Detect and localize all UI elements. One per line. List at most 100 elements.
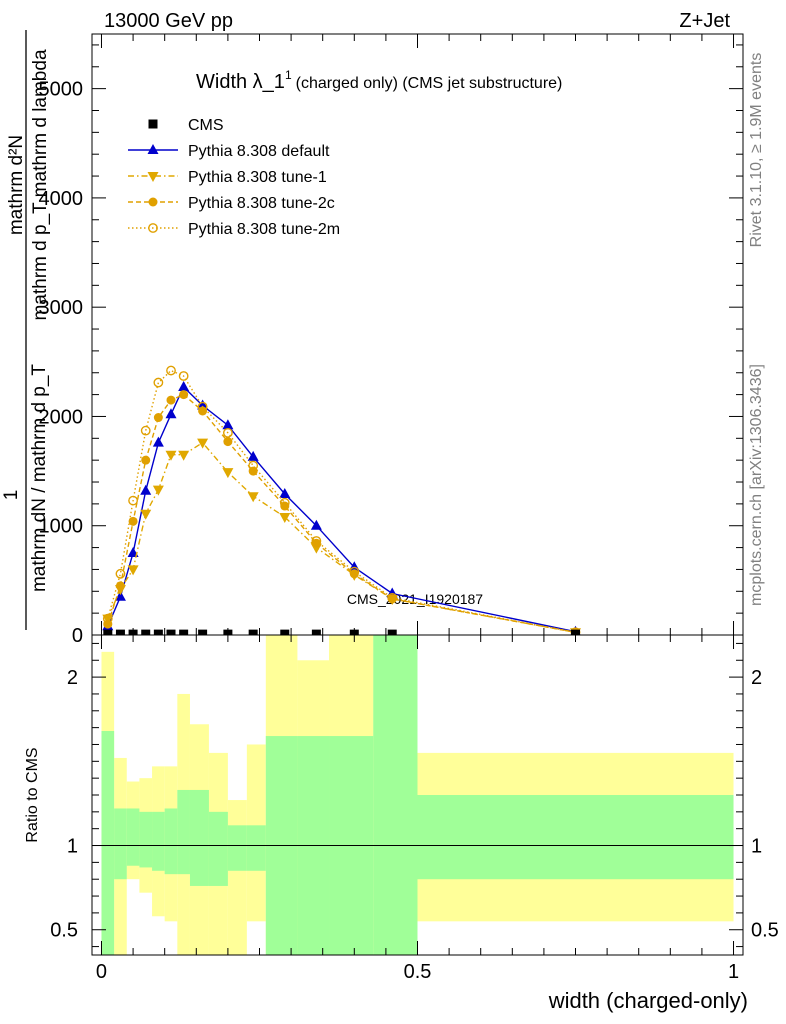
- inner-band-bin: [164, 808, 178, 875]
- y-label-bottom: mathrm dN / mathrm d p_T: [29, 364, 50, 592]
- data-point: [165, 450, 177, 461]
- data-point: [197, 399, 209, 410]
- data-point: [311, 536, 322, 546]
- x-tick-label: 0.5: [404, 961, 432, 983]
- y-label-top: mathrm d²N: [6, 135, 27, 235]
- data-point: [279, 497, 290, 508]
- legend-label: Pythia 8.308 tune-2m: [188, 221, 340, 238]
- energy-label: 13000 GeV pp: [104, 10, 233, 32]
- data-point: [197, 401, 208, 412]
- ratio-plot: 0.5 0.5 1 1 2 2 0 0.5 1: [50, 634, 779, 983]
- series-cms: [103, 629, 581, 635]
- ratio-y-tick-label-right: 0.5: [751, 920, 779, 942]
- inner-band-bin: [208, 811, 228, 886]
- watermark: CMS_2021_I1920187: [347, 591, 483, 607]
- legend-marker: [147, 144, 159, 154]
- data-point: [152, 436, 164, 447]
- data-point: [247, 492, 259, 503]
- legend-marker: [147, 172, 159, 182]
- series-line: [107, 385, 576, 633]
- data-point: [140, 509, 152, 520]
- outer-band-bin: [227, 800, 247, 955]
- ratio-y-tick-label: 2: [67, 667, 78, 689]
- data-point: [223, 629, 233, 635]
- ratio-plot-frame: [91, 634, 744, 956]
- data-point: [311, 629, 321, 635]
- data-point: [178, 371, 189, 381]
- data-point: [166, 365, 176, 376]
- inner-band-bin: [189, 789, 209, 886]
- data-point: [128, 495, 138, 506]
- inner-band-bin: [373, 635, 418, 955]
- data-point: [349, 569, 359, 579]
- process-label: Z+Jet: [679, 10, 730, 32]
- data-point: [114, 590, 126, 601]
- legend-marker: [148, 119, 158, 129]
- data-point: [279, 512, 291, 523]
- data-point: [387, 592, 398, 603]
- data-point: [128, 516, 138, 526]
- data-point: [310, 519, 322, 530]
- data-point: [141, 629, 151, 635]
- ratio-y-tick-label: 0.5: [50, 920, 78, 942]
- ratio-y-tick-label-right: 1: [751, 836, 762, 858]
- data-point: [127, 565, 139, 576]
- y-tick-label: 0: [72, 625, 83, 647]
- data-point: [115, 568, 126, 579]
- legend-item: Pythia 8.308 default: [128, 143, 330, 160]
- inner-band-bin: [152, 811, 165, 871]
- x-tick-label: 1: [728, 961, 739, 983]
- inner-band-bin: [246, 825, 266, 871]
- data-point: [166, 629, 176, 635]
- data-point: [247, 450, 259, 461]
- legend-label: CMS: [188, 117, 224, 134]
- legend-label: Pythia 8.308 tune-1: [188, 169, 327, 186]
- y-axis-label: 1 mathrm dN / mathrm d p_T mathrm d²N ma…: [1, 30, 51, 630]
- data-point: [140, 484, 152, 495]
- y-label-top-sub: mathrm d p_T mathrm d lambda: [30, 49, 51, 320]
- data-point: [141, 455, 151, 465]
- data-point: [178, 380, 190, 391]
- x-axis-label: width (charged-only): [548, 988, 748, 1013]
- legend-item: Pythia 8.308 tune-2m: [128, 221, 340, 238]
- data-point: [571, 629, 581, 635]
- legend-item: Pythia 8.308 tune-1: [128, 169, 327, 186]
- y-tick-label: 3000: [39, 297, 84, 319]
- inner-band-bin: [126, 808, 140, 866]
- data-point: [165, 408, 177, 419]
- series-line: [107, 441, 576, 633]
- inner-band-bin: [177, 789, 190, 875]
- data-point: [279, 488, 291, 499]
- ratio-y-tick-label-right: 2: [751, 667, 762, 689]
- legend-item: Pythia 8.308 tune-2c: [128, 195, 335, 212]
- legend-label: Pythia 8.308 tune-2c: [188, 195, 335, 212]
- y-tick-label: 5000: [39, 79, 84, 101]
- series-pythia-8-308-tune-1: [102, 438, 582, 635]
- data-point: [248, 629, 258, 635]
- inner-band-bin: [114, 808, 127, 880]
- y-tick-label: 2000: [39, 406, 84, 428]
- inner-band-bin: [101, 731, 115, 955]
- data-point: [153, 377, 164, 388]
- data-point: [198, 629, 208, 635]
- data-point: [153, 413, 163, 423]
- data-point: [128, 629, 138, 635]
- plot-title: Width λ_11 (charged only) (CMS jet substr…: [196, 68, 562, 93]
- series-line: [107, 393, 576, 633]
- data-point: [103, 629, 113, 635]
- data-point: [197, 438, 209, 449]
- x-tick-label: 0: [96, 961, 107, 983]
- data-point: [152, 485, 164, 496]
- data-point: [349, 566, 360, 577]
- series-pythia-8-308-tune-2c: [103, 390, 581, 635]
- data-point: [280, 629, 290, 635]
- data-point: [387, 629, 397, 635]
- data-point: [222, 468, 234, 479]
- data-point: [223, 437, 233, 447]
- rivet-label: Rivet 3.1.10, ≥ 1.9M events: [748, 53, 765, 248]
- inner-band-bin: [417, 795, 734, 880]
- y-tick-label: 1000: [39, 516, 84, 538]
- data-point: [102, 613, 113, 624]
- main-plot: CMS_2021_I1920187 0 1000 2000 3000 4000 5000: [39, 33, 744, 647]
